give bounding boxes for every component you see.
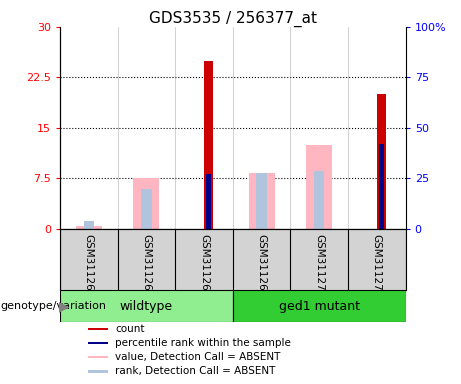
Text: rank, Detection Call = ABSENT: rank, Detection Call = ABSENT — [115, 366, 276, 376]
Bar — [88, 328, 108, 330]
Bar — [133, 178, 160, 228]
Bar — [206, 174, 212, 228]
Text: GSM311269: GSM311269 — [257, 233, 266, 297]
Bar — [204, 61, 213, 228]
Bar — [306, 144, 332, 228]
Bar — [60, 290, 233, 322]
Text: count: count — [115, 324, 145, 334]
Bar — [377, 94, 386, 228]
Title: GDS3535 / 256377_at: GDS3535 / 256377_at — [149, 11, 317, 27]
Text: wildtype: wildtype — [120, 300, 173, 313]
Bar — [83, 220, 94, 228]
Text: GSM311270: GSM311270 — [314, 233, 324, 297]
Bar — [88, 356, 108, 359]
Bar — [88, 342, 108, 344]
Bar — [248, 174, 275, 228]
Bar — [141, 189, 152, 228]
Text: GSM311266: GSM311266 — [84, 233, 94, 297]
Text: GSM311271: GSM311271 — [372, 233, 382, 297]
Text: ged1 mutant: ged1 mutant — [279, 300, 360, 313]
Bar — [76, 226, 102, 228]
Text: value, Detection Call = ABSENT: value, Detection Call = ABSENT — [115, 352, 281, 362]
Text: GSM311267: GSM311267 — [142, 233, 151, 297]
Bar — [314, 171, 325, 228]
Text: genotype/variation: genotype/variation — [0, 301, 106, 311]
Text: GSM311268: GSM311268 — [199, 233, 209, 297]
Text: percentile rank within the sample: percentile rank within the sample — [115, 338, 291, 348]
Text: ▶: ▶ — [59, 299, 70, 313]
Bar — [378, 144, 384, 228]
Bar — [88, 370, 108, 372]
Bar — [256, 173, 267, 228]
Bar — [233, 290, 406, 322]
